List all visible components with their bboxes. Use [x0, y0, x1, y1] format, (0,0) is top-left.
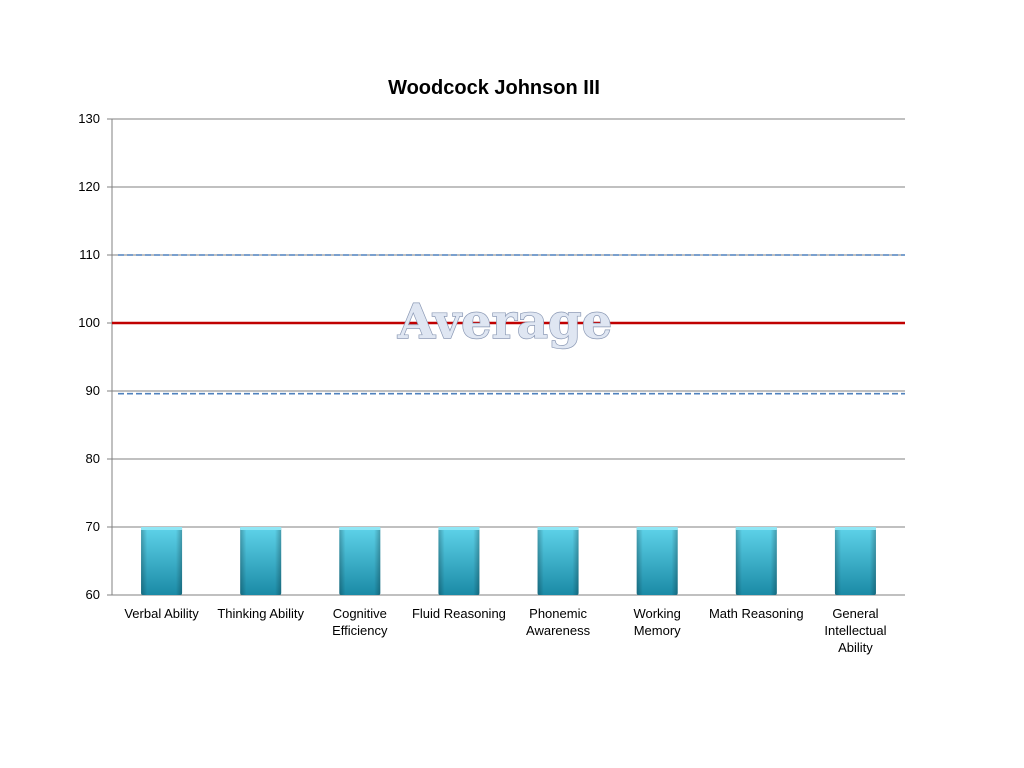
y-tick-label: 80	[86, 451, 100, 466]
y-axis-ticks: 60 70 80 90 100 110 120 130	[78, 111, 100, 602]
x-category-label-line: Intellectual	[824, 623, 886, 638]
bar	[735, 527, 777, 595]
x-category-label-line: Efficiency	[332, 623, 388, 638]
y-tick-label: 120	[78, 179, 100, 194]
bar-shade	[636, 527, 678, 595]
x-category-label-line: General	[832, 606, 878, 621]
bar-top-highlight	[636, 527, 678, 530]
x-category-label-line: Thinking Ability	[217, 606, 304, 621]
x-category-label: Cognitive Efficiency	[332, 606, 388, 638]
x-category-label-line: Phonemic	[529, 606, 587, 621]
x-category-label-line: Awareness	[526, 623, 591, 638]
bar-top-highlight	[438, 527, 480, 530]
reference-lines	[112, 254, 905, 395]
y-tick-label: 90	[86, 383, 100, 398]
y-tick-label: 110	[79, 247, 100, 262]
bar-shade	[141, 527, 183, 595]
bar-shade	[537, 527, 579, 595]
x-category-label: Math Reasoning	[709, 606, 804, 621]
bar-top-highlight	[735, 527, 777, 530]
x-axis-categories: Verbal Ability Thinking Ability Cognitive E…	[124, 606, 886, 655]
y-tick-label: 70	[86, 519, 100, 534]
bars	[141, 527, 876, 595]
x-category-label-line: Cognitive	[333, 606, 387, 621]
bar-top-highlight	[240, 527, 282, 530]
bar-shade	[834, 527, 876, 595]
bar-top-highlight	[141, 527, 183, 530]
x-category-label: Thinking Ability	[217, 606, 304, 621]
bar-shade	[438, 527, 480, 595]
x-category-label: Phonemic Awareness	[526, 606, 591, 638]
bar-shade	[735, 527, 777, 595]
bar	[141, 527, 183, 595]
bar	[240, 527, 282, 595]
bar-shade	[240, 527, 282, 595]
x-category-label: Verbal Ability	[124, 606, 199, 621]
x-category-label-line: Verbal Ability	[124, 606, 199, 621]
bar-shade	[339, 527, 381, 595]
bar	[339, 527, 381, 595]
x-category-label-line: Ability	[838, 640, 873, 655]
y-tick-label: 100	[78, 315, 100, 330]
x-category-label-line: Fluid Reasoning	[412, 606, 506, 621]
bar	[537, 527, 579, 595]
bar	[834, 527, 876, 595]
bar-top-highlight	[537, 527, 579, 530]
x-category-label-line: Math Reasoning	[709, 606, 804, 621]
bar	[636, 527, 678, 595]
chart-title: Woodcock Johnson III	[388, 77, 600, 99]
bar-top-highlight	[339, 527, 381, 530]
y-tick-label: 60	[86, 587, 100, 602]
x-category-label-line: Memory	[634, 623, 681, 638]
bar-top-highlight	[834, 527, 876, 530]
gridlines	[107, 118, 905, 596]
bar	[438, 527, 480, 595]
x-category-label: Fluid Reasoning	[412, 606, 506, 621]
average-annotation: Average	[397, 294, 612, 350]
y-tick-label: 130	[78, 111, 100, 126]
x-category-label: Working Memory	[633, 606, 681, 638]
x-category-label-line: Working	[633, 606, 680, 621]
x-category-label: General Intellectual Ability	[824, 606, 886, 655]
